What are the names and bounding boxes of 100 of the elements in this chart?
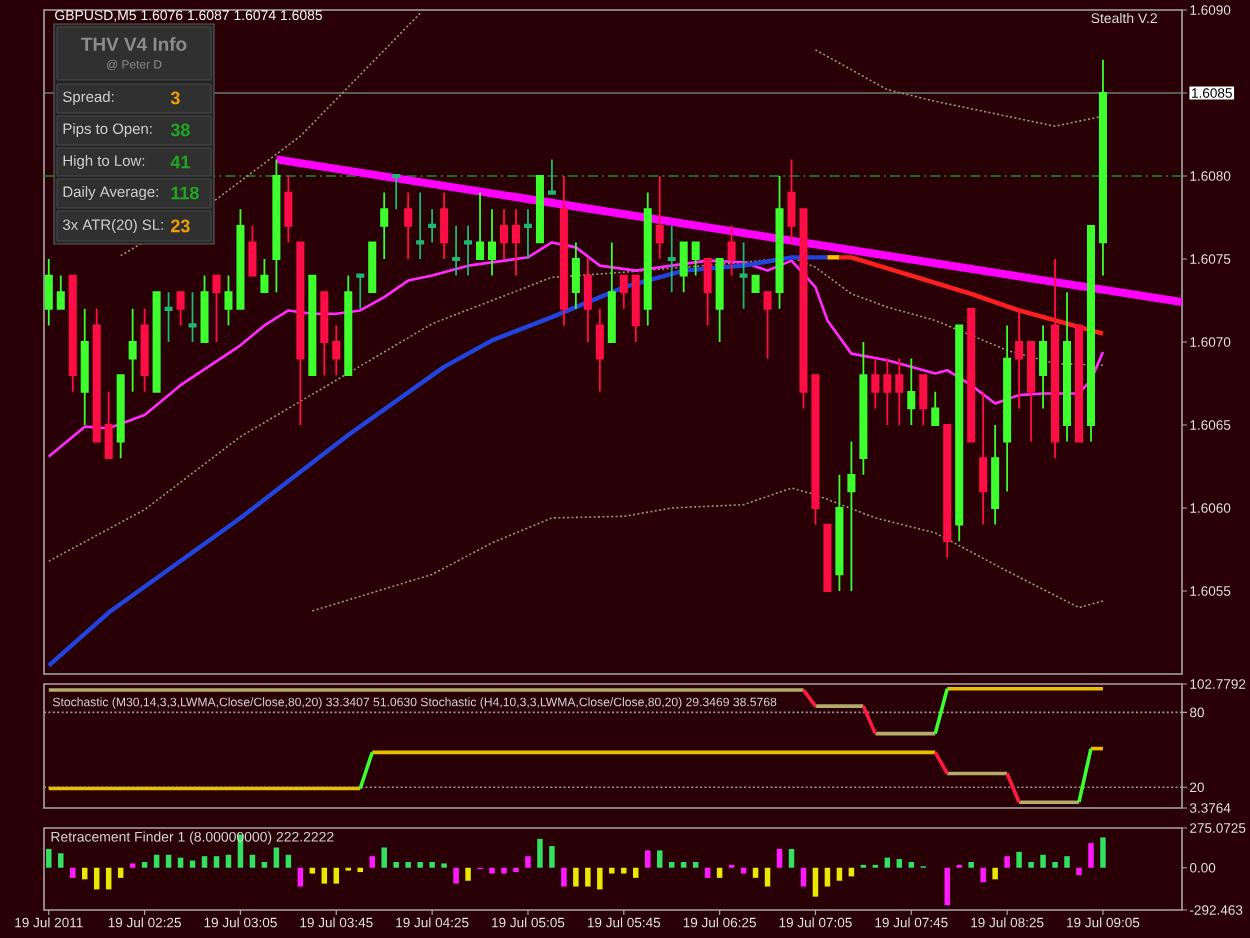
bar <box>321 867 328 884</box>
candlestick <box>332 324 341 377</box>
candlestick <box>679 241 688 294</box>
annotation: 38 <box>170 123 190 137</box>
bar <box>585 867 591 887</box>
candlestick <box>883 357 892 426</box>
candlestick <box>296 241 305 426</box>
candlestick <box>907 357 916 426</box>
annotation: 3 <box>170 91 180 105</box>
candlestick <box>631 274 640 343</box>
candlestick <box>488 208 497 277</box>
candlestick <box>535 175 544 244</box>
bar <box>644 850 651 868</box>
bar <box>249 854 256 868</box>
bar <box>776 848 783 868</box>
bar <box>213 856 220 868</box>
bar <box>1004 856 1010 868</box>
candlestick <box>991 424 1000 526</box>
bar <box>549 846 555 868</box>
bar <box>1100 837 1106 868</box>
bar <box>201 856 208 868</box>
candlestick <box>955 324 964 543</box>
bar <box>285 854 292 868</box>
bar <box>69 867 76 878</box>
bar <box>297 867 304 887</box>
candlestick <box>380 191 389 260</box>
line-series <box>837 255 1106 336</box>
candlestick <box>607 241 616 343</box>
candlestick <box>44 258 53 327</box>
candlestick <box>1027 341 1036 443</box>
bar <box>788 848 795 868</box>
bar <box>537 838 543 868</box>
candlestick <box>272 158 281 294</box>
candlestick <box>919 374 928 426</box>
candlestick <box>871 357 880 410</box>
candlestick <box>440 191 449 260</box>
candlestick <box>92 307 101 443</box>
bar <box>824 867 831 887</box>
bar <box>621 867 627 874</box>
bar <box>609 867 615 874</box>
bar <box>357 867 364 873</box>
bar <box>429 861 435 868</box>
bar <box>1016 851 1022 868</box>
bar <box>405 861 411 868</box>
bar <box>261 861 268 868</box>
candlestick <box>152 291 161 393</box>
candlestick <box>68 274 77 393</box>
bar <box>1064 856 1070 868</box>
bar <box>740 867 747 874</box>
line-series <box>47 241 1105 458</box>
candlestick <box>619 274 628 310</box>
bar <box>1040 854 1046 868</box>
candlestick <box>727 224 736 277</box>
candlestick <box>931 390 940 426</box>
bar <box>489 867 495 874</box>
annotation: 23 <box>171 219 190 233</box>
candlestick <box>847 440 856 592</box>
bar <box>465 867 471 881</box>
candlestick <box>943 424 952 559</box>
bar <box>692 861 699 868</box>
candlestick <box>260 258 269 294</box>
bar <box>58 853 64 868</box>
candlestick <box>1074 324 1084 443</box>
bar <box>1088 843 1094 868</box>
candlestick <box>499 208 509 260</box>
candlestick <box>236 208 245 310</box>
candlestick <box>320 291 329 377</box>
candlestick <box>1015 307 1024 410</box>
bar <box>513 867 519 873</box>
candlestick <box>595 307 604 393</box>
candlestick <box>200 274 209 343</box>
bar <box>1052 861 1058 868</box>
bar <box>393 861 399 868</box>
annotation: 118 <box>171 186 199 200</box>
candlestick <box>691 241 700 277</box>
candlestick <box>979 390 988 526</box>
candlestick <box>751 274 760 294</box>
candlestick <box>1003 324 1012 493</box>
candlestick <box>248 224 257 277</box>
bar <box>573 867 579 887</box>
candlestick <box>1039 324 1048 410</box>
bar <box>656 850 663 868</box>
bar <box>812 867 819 897</box>
candlestick <box>571 241 580 310</box>
candlestick <box>967 307 976 443</box>
bar <box>225 854 232 868</box>
bar <box>633 867 639 878</box>
bar <box>1076 867 1082 875</box>
bar <box>800 867 807 887</box>
bar <box>944 867 950 906</box>
bar <box>309 867 316 874</box>
bar <box>968 861 974 868</box>
candlestick <box>416 191 425 260</box>
candlestick <box>511 208 520 277</box>
bar <box>417 861 423 868</box>
bar <box>668 861 675 868</box>
candlestick <box>1051 258 1060 460</box>
candlestick <box>655 175 664 260</box>
bar <box>369 856 375 868</box>
bar <box>46 848 52 868</box>
